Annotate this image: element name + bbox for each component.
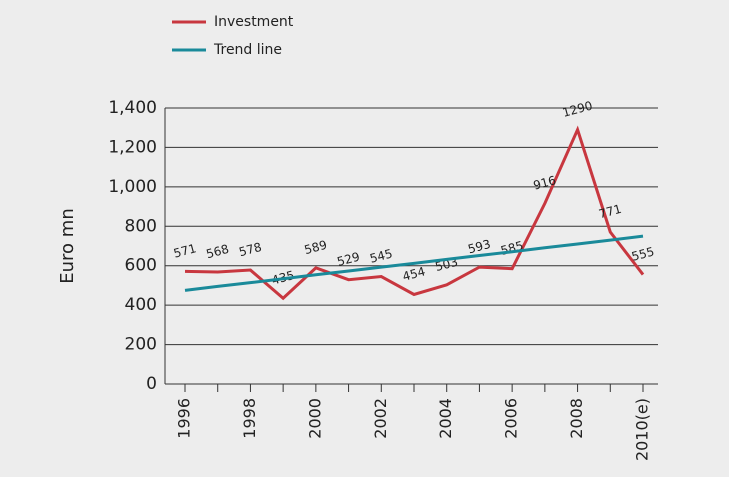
value-label: 916 xyxy=(532,173,558,192)
x-tick-label: 1996 xyxy=(175,398,194,439)
x-tick-label: 1998 xyxy=(240,398,259,439)
value-label: 771 xyxy=(597,202,623,221)
y-tick-label: 1,000 xyxy=(108,177,157,197)
y-tick-label: 600 xyxy=(125,256,157,276)
y-tick-label: 1,400 xyxy=(108,98,157,118)
x-tick-label: 2002 xyxy=(371,398,390,439)
line xyxy=(184,234,644,292)
y-tick-label: 1,200 xyxy=(108,137,157,157)
value-label: 555 xyxy=(630,244,656,263)
y-tick-label: 200 xyxy=(125,335,157,355)
y-tick-label: 800 xyxy=(125,216,157,236)
line xyxy=(184,125,645,301)
y-tick-label: 0 xyxy=(146,374,157,394)
value-label: 568 xyxy=(205,242,231,261)
x-tick-label: 2010(e) xyxy=(633,398,652,461)
x-tick-label: 2008 xyxy=(567,398,586,439)
value-label: 571 xyxy=(172,241,198,260)
value-label: 593 xyxy=(466,237,492,256)
value-label: 589 xyxy=(303,238,329,257)
legend-label: Investment xyxy=(214,14,294,30)
value-label: 529 xyxy=(336,250,362,269)
value-label: 545 xyxy=(368,246,394,265)
value-label: 454 xyxy=(401,264,427,283)
x-tick-label: 2000 xyxy=(305,398,324,439)
y-tick-label: 400 xyxy=(125,295,157,315)
value-label: 578 xyxy=(237,240,263,259)
y-axis-label: Euro mn xyxy=(57,208,78,283)
legend-label: Trend line xyxy=(213,42,282,58)
x-tick-label: 2004 xyxy=(436,398,455,439)
x-tick-label: 2006 xyxy=(502,398,521,439)
